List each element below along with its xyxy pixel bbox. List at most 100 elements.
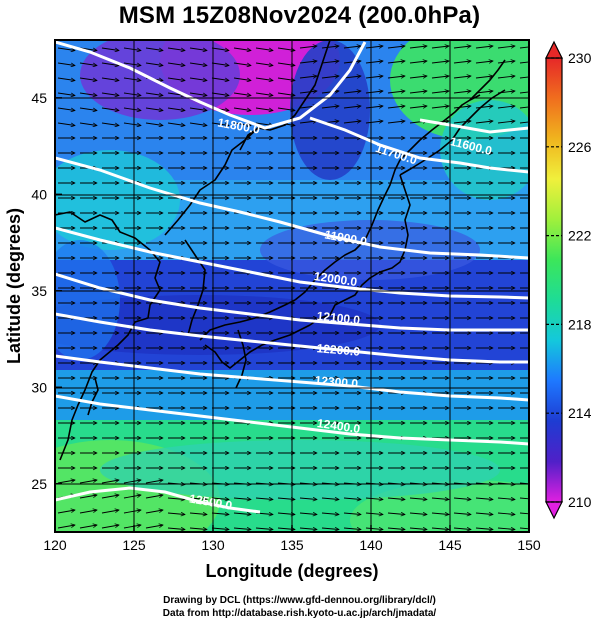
wind-arrow xyxy=(123,480,141,484)
wind-arrow xyxy=(255,107,273,111)
wind-arrow xyxy=(101,495,119,499)
wind-arrow xyxy=(475,91,493,93)
wind-arrow xyxy=(409,106,427,108)
wind-arrow xyxy=(409,91,427,93)
wind-arrow xyxy=(101,77,119,81)
wind-arrow xyxy=(431,91,449,93)
wind-arrow xyxy=(365,106,383,108)
wind-arrow xyxy=(387,498,405,500)
wind-arrow xyxy=(365,46,383,48)
wind-arrow xyxy=(189,513,207,515)
wind-arrow xyxy=(167,47,185,51)
wind-arrow xyxy=(123,510,141,514)
wind-arrow xyxy=(189,107,207,111)
wind-arrow xyxy=(101,47,119,51)
wind-arrow xyxy=(299,121,317,123)
wind-arrow xyxy=(79,92,97,96)
wind-arrow xyxy=(189,498,207,500)
wind-arrow xyxy=(321,46,339,48)
wind-arrow xyxy=(409,76,427,78)
wind-arrow xyxy=(299,498,317,500)
wind-arrow xyxy=(387,106,405,108)
wind-arrow xyxy=(497,106,515,108)
wind-arrow xyxy=(189,62,207,66)
wind-arrow xyxy=(431,513,449,515)
wind-arrow xyxy=(145,47,163,51)
wind-arrow xyxy=(233,513,251,515)
wind-arrow xyxy=(57,62,75,66)
wind-arrow xyxy=(387,46,405,48)
wind-arrow xyxy=(233,77,251,81)
credit-data: Data from http://database.rish.kyoto-u.a… xyxy=(162,608,437,619)
wind-arrow xyxy=(475,528,493,530)
wind-arrow xyxy=(497,513,515,515)
wind-arrow xyxy=(453,513,471,515)
credits: Drawing by DCL (https://www.gfd-dennou.o… xyxy=(0,594,599,620)
wind-arrow xyxy=(475,76,493,78)
wind-arrow xyxy=(299,528,317,530)
wind-arrow xyxy=(123,92,141,96)
wind-arrow xyxy=(453,91,471,93)
wind-arrow xyxy=(167,528,185,530)
wind-arrow xyxy=(211,122,229,126)
wind-arrow xyxy=(475,498,493,500)
wind-arrow xyxy=(57,107,75,111)
wind-arrow xyxy=(189,77,207,81)
wind-arrow xyxy=(79,62,97,66)
wind-arrow xyxy=(145,480,163,484)
wind-arrow xyxy=(387,121,405,123)
wind-arrow xyxy=(321,498,339,500)
wind-arrow xyxy=(123,77,141,81)
wind-arrow xyxy=(189,122,207,126)
wind-arrow xyxy=(57,77,75,81)
wind-arrow xyxy=(255,92,273,96)
wind-arrow xyxy=(123,107,141,111)
wind-arrow xyxy=(167,107,185,111)
wind-arrow xyxy=(343,528,361,530)
wind-arrow xyxy=(79,525,97,529)
contour-label: 12200.0 xyxy=(316,341,361,359)
wind-arrow xyxy=(101,480,119,484)
wind-arrow xyxy=(255,528,273,530)
wind-arrow xyxy=(497,61,515,63)
wind-arrow xyxy=(123,47,141,51)
wind-arrow xyxy=(167,498,185,500)
credit-drawing: Drawing by DCL (https://www.gfd-dennou.o… xyxy=(163,595,436,606)
wind-arrow xyxy=(343,513,361,515)
wind-arrow xyxy=(343,498,361,500)
y-tick-label: 35 xyxy=(31,283,47,299)
wind-arrow xyxy=(365,91,383,93)
wind-arrow xyxy=(79,77,97,81)
wind-arrow xyxy=(57,510,75,514)
wind-arrow xyxy=(431,498,449,500)
wind-arrow xyxy=(343,121,361,123)
wind-arrow xyxy=(101,107,119,111)
wind-arrow xyxy=(409,528,427,530)
colorbar-tick-label: 218 xyxy=(568,316,592,332)
graticule xyxy=(55,40,529,532)
x-tick-label: 140 xyxy=(359,537,383,553)
y-axis-title: Latitude (degrees) xyxy=(4,208,24,364)
wind-arrow xyxy=(497,46,515,48)
wind-arrow xyxy=(431,528,449,530)
colorbar-tick-label: 210 xyxy=(568,494,592,510)
wind-arrow xyxy=(409,513,427,515)
wind-arrow xyxy=(475,61,493,63)
wind-arrow xyxy=(233,528,251,530)
wind-arrow xyxy=(123,495,141,499)
wind-arrow xyxy=(453,76,471,78)
wind-arrow xyxy=(321,76,339,78)
wind-arrow xyxy=(145,122,163,126)
wind-arrow xyxy=(255,498,273,500)
wind-arrow xyxy=(123,62,141,66)
wind-arrow xyxy=(343,61,361,63)
wind-arrow xyxy=(409,46,427,48)
colorbar-max-arrow xyxy=(545,40,563,59)
wind-arrow xyxy=(409,61,427,63)
wind-arrow xyxy=(299,61,317,63)
x-tick-label: 130 xyxy=(201,537,225,553)
coastline xyxy=(55,40,506,461)
wind-arrow xyxy=(365,513,383,515)
wind-arrow xyxy=(431,106,449,108)
